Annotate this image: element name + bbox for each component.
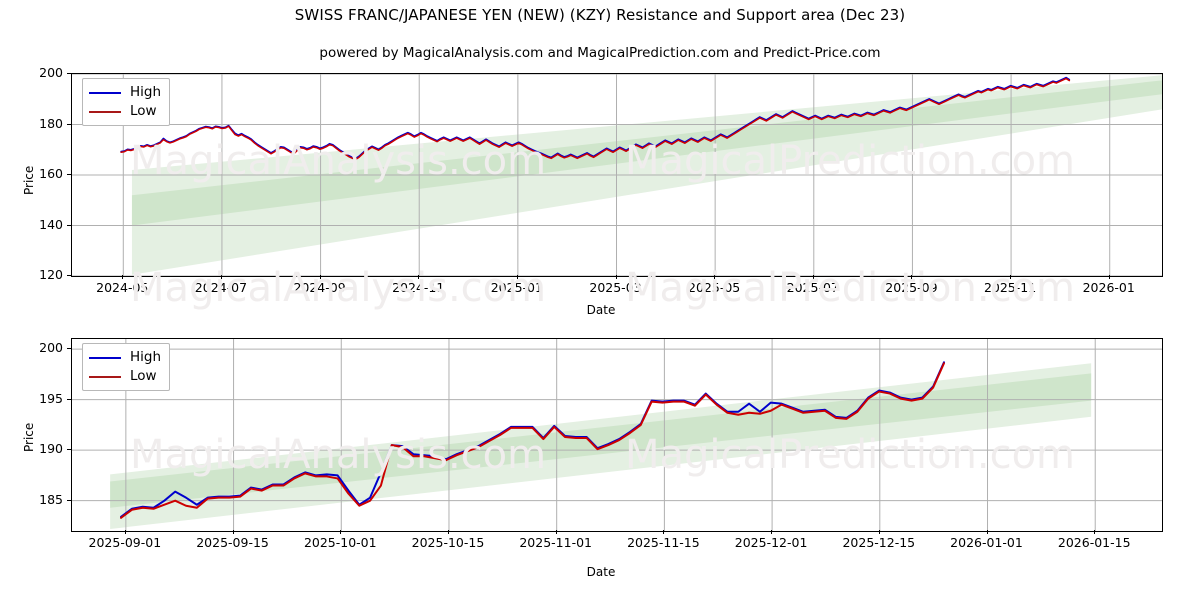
x-tick-mark [1010,275,1012,279]
plot-area-detail[interactable] [71,338,1163,532]
x-tick-label: 2024-11 [392,280,445,295]
legend-overview: High Low [82,78,171,126]
x-tick-label: 2025-05 [688,280,741,295]
legend-item-high[interactable]: High [89,83,161,102]
y-tick-label: 160 [39,166,63,181]
legend-swatch-line [89,91,121,94]
x-tick-label: 2025-09-15 [196,535,269,550]
legend-label: High [130,83,162,100]
legend-label: High [130,348,162,365]
x-tick-label: 2025-01 [490,280,543,295]
x-tick-label: 2025-03 [589,280,642,295]
x-tick-label: 2026-01-01 [950,535,1023,550]
y-tick-mark [67,499,71,501]
y-tick-mark [67,275,71,276]
y-tick-label: 200 [39,340,63,356]
legend-swatch-line [89,375,121,378]
y-tick-label: 140 [39,216,63,232]
x-tick-mark [220,275,222,279]
x-tick-label: 2025-12-15 [842,535,916,550]
x-tick-mark [812,275,814,279]
x-tick-mark [615,275,617,279]
legend-swatch-line [89,110,121,113]
x-tick-mark [232,530,234,534]
x-tick-label: 2024-09 [293,280,346,295]
x-axis-label-overview: Date [586,303,616,317]
x-tick-label: 2025-10-15 [411,535,485,550]
y-tick-label: 195 [39,390,63,406]
y-tick-mark [67,174,71,175]
x-tick-mark [418,275,420,279]
legend-label: Low [130,367,157,384]
y-tick-mark [67,348,71,350]
x-tick-label: 2025-11 [983,280,1037,295]
x-tick-mark [447,530,449,534]
x-tick-label: 2025-11-01 [519,535,592,550]
legend-label: Low [130,102,157,119]
x-tick-mark [1108,275,1110,279]
x-tick-label: 2025-09 [885,280,938,295]
x-tick-label: 2026-01-15 [1057,535,1131,550]
x-tick-label: 2025-12-01 [734,535,808,550]
x-tick-mark [714,275,716,279]
x-tick-label: 2025-07 [786,280,839,295]
x-tick-mark [878,530,880,534]
y-tick-mark [67,398,71,400]
legend-detail: High Low [82,343,171,391]
x-tick-mark [124,530,126,534]
y-tick-label: 200 [39,65,63,80]
x-tick-mark [771,530,773,534]
x-axis-label-detail: Date [586,565,616,579]
legend-swatch-line [89,356,121,359]
y-tick-label: 185 [39,491,63,507]
legend-item-low[interactable]: Low [89,367,161,386]
x-tick-label: 2025-10-01 [303,535,377,550]
page-title: SWISS FRANC/JAPANESE YEN (NEW) (KZY) Res… [294,6,906,24]
x-tick-label: 2024-07 [194,280,248,295]
x-tick-label: 2025-11-15 [627,535,700,550]
x-tick-mark [122,275,124,279]
x-tick-mark [516,275,518,279]
legend-item-low[interactable]: Low [89,102,161,121]
plot-area-overview[interactable] [71,73,1163,277]
x-tick-mark [986,530,988,534]
legend-item-high[interactable]: High [89,348,161,367]
x-tick-mark [663,530,665,534]
y-tick-mark [67,224,71,226]
y-tick-label: 180 [39,115,63,131]
x-tick-label: 2024-05 [96,280,149,295]
x-tick-mark [911,275,913,279]
y-tick-label: 190 [39,441,63,457]
y-tick-mark [67,449,71,451]
y-tick-label: 120 [39,267,63,282]
y-tick-mark [67,73,71,74]
page-subtitle: powered by MagicalAnalysis.com and Magic… [319,45,881,61]
x-tick-mark [340,530,342,534]
x-tick-mark [319,275,321,279]
x-tick-mark [1094,530,1096,534]
x-tick-mark [555,530,557,534]
x-tick-label: 2025-09-01 [88,535,162,550]
x-tick-label: 2026-01 [1082,280,1135,295]
y-tick-mark [67,123,71,125]
